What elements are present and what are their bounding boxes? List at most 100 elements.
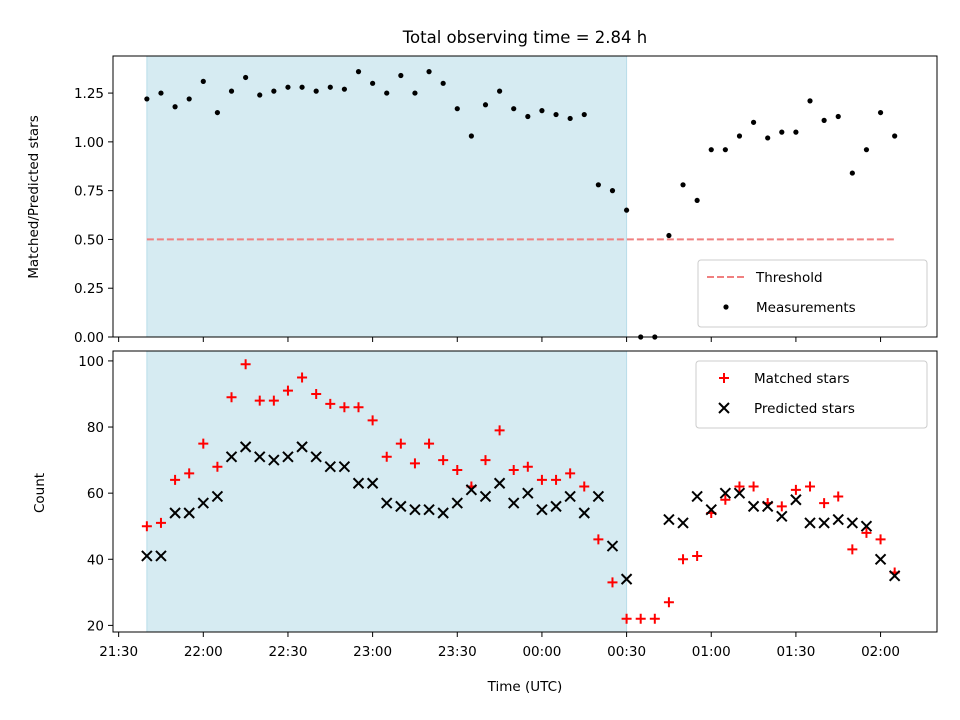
data-point bbox=[553, 111, 559, 118]
data-point bbox=[409, 458, 420, 469]
data-point bbox=[240, 359, 251, 370]
data-point bbox=[678, 554, 689, 565]
series-measurements bbox=[144, 69, 898, 340]
data-point bbox=[197, 497, 210, 509]
data-point bbox=[268, 395, 279, 406]
data-point bbox=[254, 395, 265, 406]
data-point bbox=[468, 133, 474, 139]
data-point bbox=[833, 491, 844, 502]
data-point bbox=[875, 534, 886, 545]
x-tick-label: 23:30 bbox=[438, 644, 477, 660]
data-point bbox=[747, 500, 760, 513]
data-point bbox=[437, 507, 449, 519]
data-point bbox=[722, 147, 728, 153]
data-point bbox=[451, 497, 463, 509]
x-tick-label: 01:30 bbox=[776, 644, 815, 660]
data-point bbox=[720, 494, 731, 505]
legend-entry: Measurements bbox=[756, 300, 856, 316]
data-point bbox=[239, 441, 252, 453]
y-tick-label: 0.25 bbox=[74, 281, 104, 297]
data-point bbox=[847, 544, 858, 555]
data-point bbox=[452, 465, 463, 476]
data-point bbox=[493, 477, 506, 489]
data-point bbox=[381, 451, 392, 462]
data-point bbox=[705, 503, 717, 516]
data-point bbox=[325, 398, 336, 409]
data-point bbox=[734, 481, 745, 492]
data-point bbox=[719, 487, 732, 499]
x-tick-label: 22:30 bbox=[269, 644, 308, 660]
data-point bbox=[324, 460, 336, 473]
data-point bbox=[438, 455, 449, 466]
data-point bbox=[366, 477, 379, 489]
data-point bbox=[790, 494, 802, 506]
legend-box bbox=[697, 259, 928, 328]
data-point bbox=[454, 106, 460, 112]
data-point bbox=[170, 474, 181, 485]
shaded-span bbox=[146, 55, 628, 338]
data-point bbox=[339, 402, 350, 413]
data-point bbox=[211, 490, 224, 503]
data-point bbox=[666, 232, 672, 239]
data-point bbox=[888, 570, 901, 582]
x-tick-label: 23:00 bbox=[353, 644, 392, 660]
data-point bbox=[846, 517, 859, 529]
data-point bbox=[536, 503, 548, 516]
data-point bbox=[257, 92, 263, 98]
data-point bbox=[793, 129, 799, 135]
data-point bbox=[606, 540, 619, 552]
data-point bbox=[479, 490, 492, 503]
data-point bbox=[282, 385, 293, 396]
data-point bbox=[409, 503, 421, 516]
series-matched-stars bbox=[141, 359, 900, 624]
x-tick-label: 00:30 bbox=[607, 644, 646, 660]
y-tick-label: 0.75 bbox=[74, 184, 104, 200]
data-point bbox=[623, 207, 630, 213]
data-point bbox=[819, 498, 830, 509]
data-point bbox=[296, 441, 308, 453]
data-point bbox=[482, 102, 489, 108]
legend-box bbox=[695, 360, 928, 429]
data-point bbox=[748, 481, 759, 492]
data-point bbox=[480, 455, 491, 466]
data-point bbox=[370, 80, 376, 86]
data-point bbox=[186, 96, 192, 102]
data-point bbox=[426, 69, 432, 75]
data-point bbox=[313, 88, 319, 94]
data-point bbox=[692, 550, 703, 561]
data-point bbox=[877, 109, 884, 116]
data-point bbox=[680, 182, 686, 188]
data-point bbox=[297, 372, 308, 383]
data-point bbox=[155, 550, 167, 562]
data-point bbox=[539, 108, 545, 114]
data-point bbox=[384, 90, 390, 96]
data-point bbox=[511, 106, 517, 112]
data-point bbox=[649, 613, 660, 624]
data-point bbox=[243, 74, 249, 81]
data-point bbox=[663, 513, 675, 526]
data-point bbox=[352, 477, 365, 489]
data-point bbox=[522, 487, 534, 499]
data-point bbox=[863, 147, 870, 153]
data-point bbox=[750, 119, 757, 125]
legend-entry: Matched stars bbox=[754, 371, 850, 387]
data-point bbox=[271, 88, 277, 94]
legend-entry: Predicted stars bbox=[754, 401, 855, 417]
legend-entry: Threshold bbox=[755, 270, 823, 286]
data-point bbox=[804, 517, 816, 529]
y-tick-label: 1.25 bbox=[74, 86, 104, 102]
data-point bbox=[423, 503, 435, 516]
data-point bbox=[635, 613, 646, 624]
y-tick-label: 1.00 bbox=[74, 135, 104, 151]
data-point bbox=[860, 520, 873, 532]
x-axis-label: Time (UTC) bbox=[487, 679, 563, 695]
data-point bbox=[395, 500, 407, 513]
data-point bbox=[395, 438, 406, 449]
shaded-span bbox=[146, 350, 628, 633]
data-point bbox=[550, 500, 562, 513]
top-y-axis-label: Matched/Predicted stars bbox=[26, 115, 42, 278]
top-panel: 0.00 0.25 0.50 0.75 1.00 1.25 Threshold Measure… bbox=[74, 55, 938, 346]
data-point bbox=[200, 78, 206, 84]
data-point bbox=[874, 553, 887, 565]
data-point bbox=[607, 577, 618, 588]
